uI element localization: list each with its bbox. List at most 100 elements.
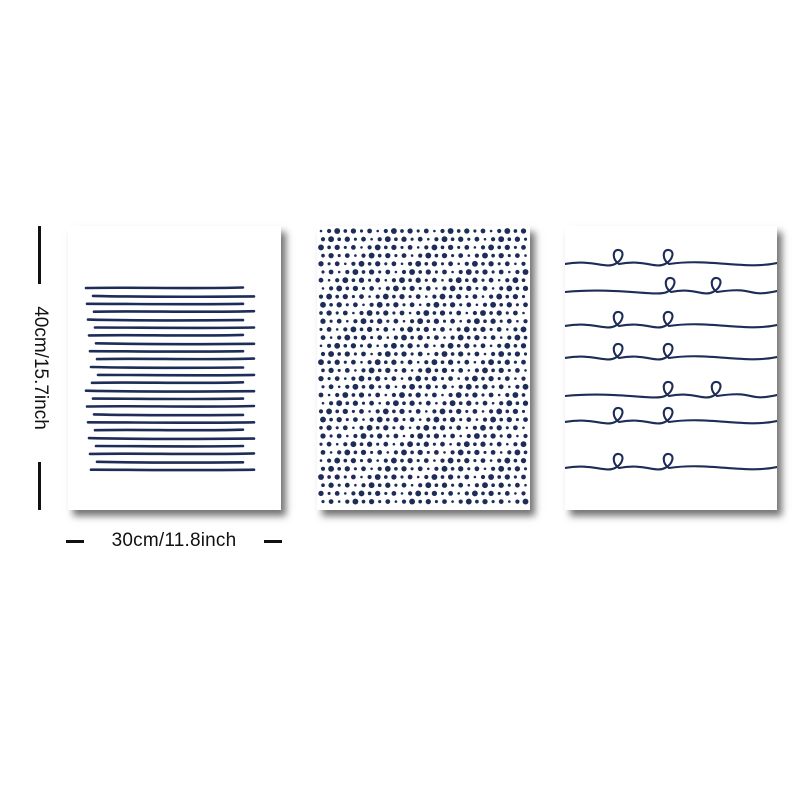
- pattern-dot: [353, 335, 358, 340]
- pattern-dot: [457, 360, 461, 364]
- pattern-dot: [458, 384, 463, 389]
- pattern-dot: [351, 409, 355, 413]
- pattern-dot: [423, 458, 429, 463]
- pattern-dot: [319, 442, 323, 446]
- pattern-dot: [408, 393, 412, 397]
- pattern-dot: [432, 294, 437, 299]
- pattern-dot: [458, 482, 464, 488]
- pattern-dot: [344, 377, 347, 380]
- pattern-dot: [375, 375, 381, 382]
- pattern-dot: [352, 269, 359, 275]
- pattern-dot: [426, 417, 431, 422]
- pattern-dot: [499, 336, 503, 339]
- pattern-dot: [491, 401, 495, 405]
- pattern-dot: [496, 310, 502, 316]
- pattern-dot: [448, 294, 453, 299]
- pattern-dot: [466, 400, 472, 406]
- pattern-dot: [416, 229, 420, 233]
- pattern-dot: [409, 400, 415, 406]
- pattern-dot: [449, 311, 453, 315]
- pattern-dot: [327, 245, 331, 250]
- pattern-dot: [514, 492, 517, 495]
- pattern-dot: [401, 253, 407, 258]
- pattern-dot: [456, 229, 461, 233]
- pattern-dot: [321, 287, 325, 290]
- pattern-dot: [370, 352, 373, 356]
- pattern-dot: [401, 334, 407, 341]
- pattern-dot: [409, 433, 415, 439]
- pattern-dot: [497, 262, 501, 266]
- pattern-dot: [439, 310, 446, 316]
- pattern-dot: [480, 343, 486, 349]
- pattern-dot: [328, 401, 334, 406]
- pattern-dot: [384, 278, 388, 282]
- width-dimension-bar-left: [66, 540, 84, 543]
- pattern-dot: [386, 434, 390, 438]
- pattern-dot: [435, 401, 438, 405]
- pattern-dot: [513, 360, 517, 364]
- pattern-dot: [523, 319, 528, 324]
- pattern-dot: [375, 425, 380, 430]
- pattern-dot: [345, 418, 349, 422]
- pattern-dot: [464, 359, 470, 365]
- pattern-dot: [456, 310, 462, 316]
- pattern-dot: [425, 286, 431, 291]
- pattern-dot: [491, 253, 495, 258]
- pattern-dot: [334, 261, 340, 267]
- pattern-dot: [361, 286, 366, 290]
- pattern-dot: [513, 458, 518, 463]
- pattern-dot: [369, 319, 374, 324]
- pattern-dot: [427, 352, 430, 356]
- pattern-dot: [505, 294, 510, 299]
- pattern-dot: [457, 475, 461, 479]
- height-dimension: 40cm/15.7inch: [24, 226, 56, 510]
- pattern-dot: [393, 450, 399, 455]
- pattern-dot: [334, 491, 340, 496]
- pattern-dot: [344, 253, 350, 258]
- pattern-dot: [498, 499, 504, 504]
- pattern-dot: [424, 491, 429, 496]
- pattern-dot: [425, 269, 431, 275]
- pattern-dot: [523, 302, 528, 308]
- pattern-dot: [400, 377, 404, 380]
- pattern-dot: [523, 450, 528, 455]
- hand-drawn-line: [87, 436, 256, 441]
- pattern-dot: [344, 262, 347, 266]
- pattern-dot: [384, 262, 388, 266]
- pattern-dot: [431, 474, 438, 480]
- pattern-dot: [369, 417, 374, 422]
- pattern-dot: [440, 245, 445, 250]
- pattern-dot: [399, 310, 405, 316]
- pattern-dot: [335, 328, 339, 331]
- pattern-dot: [327, 262, 331, 266]
- pattern-dot: [497, 377, 501, 381]
- pattern-dot: [483, 467, 487, 471]
- pattern-dot: [506, 400, 513, 407]
- pattern-dot: [498, 269, 504, 275]
- pattern-dot: [366, 424, 373, 431]
- pattern-dot: [504, 261, 510, 267]
- pattern-dot: [382, 408, 389, 415]
- pattern-dot: [343, 360, 347, 364]
- pattern-dot: [480, 326, 486, 333]
- pattern-dot: [407, 376, 413, 381]
- pattern-dot: [497, 278, 501, 282]
- pattern-dot: [345, 303, 349, 307]
- pattern-dot: [366, 441, 373, 447]
- pattern-dot: [499, 319, 503, 323]
- pattern-dot: [441, 278, 444, 282]
- pattern-dot: [399, 277, 405, 284]
- pattern-dot: [521, 359, 526, 365]
- pattern-dot: [346, 319, 349, 323]
- pattern-dot: [418, 401, 422, 405]
- pattern-dot: [392, 285, 399, 292]
- pattern-dot: [385, 401, 390, 406]
- pattern-dot: [378, 401, 381, 405]
- pattern-dot: [440, 228, 445, 234]
- pattern-dot: [424, 474, 429, 480]
- pattern-dot: [391, 244, 397, 251]
- pattern-dot: [418, 303, 422, 307]
- pattern-dot: [329, 434, 333, 438]
- pattern-dot: [513, 425, 518, 431]
- pattern-dot: [506, 285, 513, 292]
